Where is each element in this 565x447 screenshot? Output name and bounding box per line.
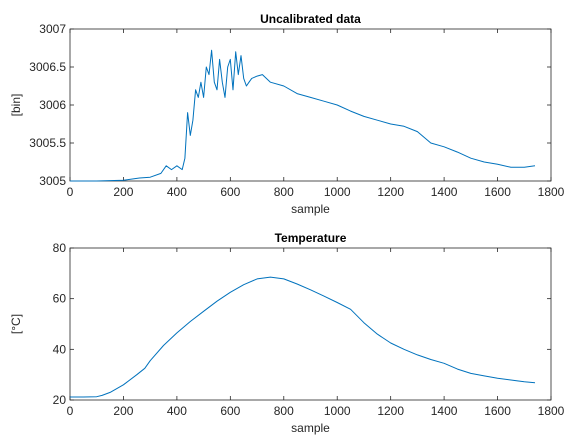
top-x-tick-label: 0 [67,185,74,199]
bottom-x-tick-label: 0 [67,404,74,418]
top-x-tick-label: 400 [167,185,187,199]
bottom-x-tick-label: 1400 [431,404,458,418]
top-x-tick-label: 200 [113,185,133,199]
top-x-axis-label: sample [291,202,330,216]
bottom-x-axis-label: sample [291,421,330,435]
bottom-x-tick-label: 1600 [484,404,511,418]
top-series-line [70,49,536,182]
bottom-x-tick-label: 200 [113,404,133,418]
top-y-tick-label: 3007 [39,22,66,36]
top-y-tick-label: 3005.5 [29,136,66,150]
top-x-tick-label: 800 [274,185,294,199]
bottom-chart-title: Temperature [275,231,347,245]
bottom-x-tick-label: 800 [274,404,294,418]
top-y-axis-label: [bin] [9,94,23,117]
bottom-y-axis-label: [°C] [9,314,23,334]
bottom-series-line [70,276,536,398]
bottom-y-tick-label: 60 [53,292,67,306]
bottom-x-tick-label: 1200 [377,404,404,418]
top-y-tick-label: 3006.5 [29,60,66,74]
bottom-y-tick-label: 20 [53,393,67,407]
top-axes-box [69,28,552,182]
top-y-tick-label: 3006 [39,98,66,112]
top-chart-title: Uncalibrated data [260,12,361,26]
top-x-tick-label: 600 [220,185,240,199]
top-x-tick-label: 1200 [377,185,404,199]
bottom-axes-box [69,247,552,401]
bottom-x-tick-label: 400 [167,404,187,418]
bottom-y-tick-label: 40 [53,342,67,356]
top-x-tick-label: 1400 [431,185,458,199]
bottom-x-tick-label: 600 [220,404,240,418]
top-x-tick-label: 1600 [484,185,511,199]
top-x-tick-label: 1800 [538,185,565,199]
bottom-y-tick-label: 80 [53,241,67,255]
bottom-x-tick-label: 1000 [324,404,351,418]
top-y-tick-label: 3005 [39,174,66,188]
bottom-x-tick-label: 1800 [538,404,565,418]
top-x-tick-label: 1000 [324,185,351,199]
